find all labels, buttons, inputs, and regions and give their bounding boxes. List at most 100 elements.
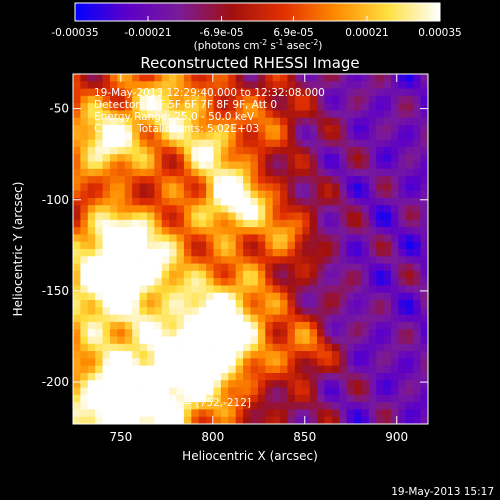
heatmap-cell [169,416,177,425]
heatmap-cell [317,358,325,367]
heatmap-cell [324,161,333,170]
heatmap-cell [213,372,222,381]
heatmap-cell [354,292,362,301]
heatmap-cell [413,409,422,418]
heatmap-cell [191,154,200,162]
y-tick-label: -50 [49,102,69,116]
heatmap-cell [132,256,140,264]
heatmap-cell [339,351,348,359]
heatmap-cell [331,416,340,425]
heatmap-cell [243,256,251,264]
heatmap-cell [80,125,89,133]
heatmap-cell [124,103,133,111]
heatmap-cell [87,409,96,418]
heatmap-cell [154,154,163,162]
heatmap-cell [354,219,362,228]
heatmap-cell [206,139,214,148]
heatmap-cell [102,314,111,323]
heatmap-cell [317,387,325,396]
heatmap-cell [117,132,126,141]
heatmap-cell [331,351,340,359]
heatmap-cell [80,249,89,257]
heatmap-cell [191,139,200,148]
heatmap-cell [368,117,377,126]
heatmap-cell [132,110,140,119]
heatmap-cell [272,154,281,162]
heatmap-cell [257,125,266,133]
heatmap-cell [124,81,133,89]
heatmap-cell [206,234,214,243]
heatmap-cell [139,117,148,126]
heatmap-cell [95,300,103,308]
heatmap-cell [139,329,148,337]
heatmap-cell [354,380,362,388]
heatmap-cell [154,278,163,286]
heatmap-cell [280,416,288,425]
heatmap-cell [87,249,96,257]
heatmap-cell [161,358,170,367]
heatmap-cell [183,314,192,323]
heatmap-cell [391,336,399,345]
heatmap-cell [154,88,163,97]
heatmap-cell [191,329,200,337]
heatmap-cell [413,387,422,396]
heatmap-cell [265,387,274,396]
heatmap-cell [376,81,385,89]
heatmap-cell [169,212,177,221]
heatmap-cell [413,103,422,111]
heatmap-cell [154,343,163,352]
heatmap-cell [228,329,237,337]
heatmap-cell [383,168,392,177]
heatmap-cell [191,197,200,206]
heatmap-cell [250,358,259,367]
heatmap-cell [183,351,192,359]
heatmap-cell [95,190,103,199]
heatmap-cell [420,372,429,381]
heatmap-cell [154,314,163,323]
heatmap-cell [198,161,207,170]
heatmap-cell [206,358,214,367]
heatmap-cell [102,139,111,148]
heatmap-cell [73,176,81,184]
heatmap-cell [354,212,362,221]
heatmap-cell [368,190,377,199]
heatmap-cell [132,387,140,396]
heatmap-cell [154,81,163,89]
heatmap-cell [280,197,288,206]
heatmap-cell [124,110,133,119]
heatmap-cell [228,336,237,345]
heatmap-cell [124,88,133,97]
heatmap-cell [124,321,133,330]
heatmap-cell [420,168,429,177]
heatmap-cell [405,263,414,272]
heatmap-cell [87,139,96,148]
heatmap-cell [243,146,251,155]
heatmap-cell [206,205,214,213]
heatmap-cell [250,168,259,177]
heatmap-cell [191,321,200,330]
heatmap-cell [257,168,266,177]
heatmap-cell [272,234,281,243]
heatmap-cell [198,409,207,418]
heatmap-cell [139,387,148,396]
heatmap-cell [309,351,318,359]
heatmap-cell [354,88,362,97]
heatmap-cell [183,285,192,294]
heatmap-cell [324,372,333,381]
heatmap-cell [317,300,325,308]
heatmap-cell [176,212,185,221]
heatmap-cell [257,81,266,89]
heatmap-cell [265,314,274,323]
heatmap-cell [331,314,340,323]
heatmap-cell [331,146,340,155]
heatmap-cell [398,402,407,410]
heatmap-cell [368,409,377,418]
heatmap-cell [280,88,288,97]
heatmap-cell [257,336,266,345]
heatmap-cell [139,321,148,330]
heatmap-cell [124,249,133,257]
heatmap-cell [413,212,422,221]
heatmap-cell [280,161,288,170]
heatmap-cell [169,227,177,235]
heatmap-cell [376,263,385,272]
